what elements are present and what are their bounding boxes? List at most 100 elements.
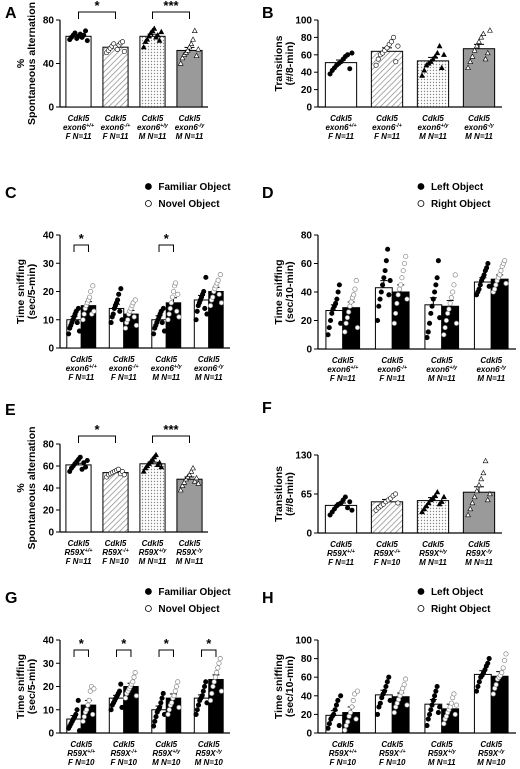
y-tick-label: 20 (43, 506, 55, 517)
data-point (168, 300, 174, 306)
tick-label-genotype: exon6 (194, 364, 218, 373)
significance-label: * (164, 636, 170, 651)
data-point (482, 457, 489, 464)
significance-bracket (73, 649, 89, 657)
panel-H: H 0 20 40 60 80 100 Time sniffing(sec/10-min) Cd… (262, 587, 516, 767)
data-point (473, 487, 480, 494)
y-tick-label: 40 (301, 68, 313, 79)
data-point (465, 511, 471, 518)
data-point (403, 253, 409, 259)
tick-label-superscript: +/y (441, 123, 450, 129)
data-point (173, 683, 180, 690)
tick-label-line1: Cdkl5 (113, 740, 135, 749)
tick-label-genotype: exon6 (151, 364, 175, 373)
data-point (156, 37, 163, 43)
data-point (383, 683, 389, 690)
data-point (333, 300, 339, 306)
data-point (451, 282, 457, 288)
panel-letter: D (262, 185, 274, 202)
tick-label-line3: F N=11 (68, 373, 94, 382)
data-point (497, 272, 503, 278)
tick-label-superscript: +/+ (87, 749, 96, 755)
tick-label-line3: M N=11 (477, 374, 505, 383)
data-point (452, 272, 458, 278)
data-point (188, 468, 195, 474)
data-point (381, 688, 388, 694)
data-point (125, 317, 131, 323)
data-point (72, 30, 78, 36)
tick-label-line3: M N=10 (477, 758, 506, 767)
data-point (424, 723, 430, 729)
data-point (391, 34, 397, 40)
data-point (170, 288, 177, 295)
data-point (91, 686, 97, 692)
significance-bracket (152, 11, 190, 19)
tick-label-line3: F N=10 (330, 758, 357, 767)
y-axis-label: Transitions(#/8-min) (273, 466, 296, 522)
tick-label-line3: M N=11 (465, 132, 493, 141)
tick-label-genotype: R59X (374, 549, 395, 558)
data-point (469, 53, 476, 59)
tick-label-genotype: R59X (379, 749, 400, 758)
legend-label: Familiar Object (158, 587, 231, 598)
data-point (108, 320, 114, 326)
tick-label-line2: exon6-/+ (101, 123, 131, 132)
data-point (203, 679, 209, 685)
y-axis-label-line: Time sniffing (273, 259, 285, 324)
data-point (133, 322, 139, 328)
y-tick-label: 80 (301, 654, 313, 665)
data-point (388, 39, 394, 45)
tick-label-line2: R59X-/y (196, 749, 223, 758)
tick-label-line1: Cdkl5 (468, 540, 490, 549)
tick-label-superscript: +/y (160, 123, 169, 129)
data-point (432, 693, 438, 699)
data-point (194, 707, 200, 713)
data-point (485, 260, 491, 267)
data-point (347, 66, 353, 72)
tick-label-line1: Cdkl5 (68, 539, 90, 548)
data-point (193, 52, 200, 58)
data-point (335, 289, 341, 295)
data-point (344, 315, 350, 321)
data-point (190, 464, 196, 471)
data-point (476, 481, 482, 488)
tick-label-genotype: exon6 (175, 123, 199, 132)
y-axis-label-line: % (15, 483, 27, 493)
data-point (401, 260, 408, 267)
data-point (194, 308, 200, 314)
legend-marker-open (417, 200, 425, 207)
panel-letter: A (5, 5, 17, 22)
tick-label-line3: F N=11 (374, 132, 400, 141)
data-point (503, 280, 509, 287)
tick-label-line1: Cdkl5 (198, 355, 220, 364)
legend-marker-filled (417, 588, 425, 595)
data-point (166, 707, 172, 713)
data-point (115, 297, 121, 303)
tick-label-line3: F N=11 (66, 132, 92, 141)
y-tick-label: 100 (295, 636, 312, 647)
data-point (325, 332, 331, 338)
tick-label-superscript: +/y (439, 549, 448, 555)
data-point (87, 294, 93, 300)
tick-label-line3: F N=11 (111, 373, 137, 382)
data-point (114, 46, 120, 52)
tick-label-genotype: exon6 (476, 365, 500, 374)
data-point (179, 54, 186, 61)
y-tick-label: 0 (306, 103, 312, 114)
data-point (160, 690, 166, 697)
bar (102, 46, 129, 108)
panel-letter: G (5, 590, 17, 607)
tick-label-line3: M N=10 (195, 758, 224, 767)
data-point (158, 28, 165, 35)
tick-label-line3: M N=11 (419, 558, 447, 567)
data-point (395, 500, 401, 506)
data-point (485, 660, 491, 666)
panel-letter: H (262, 590, 274, 607)
tick-label-superscript: +/+ (349, 123, 358, 129)
data-point (146, 33, 152, 39)
tick-label-superscript: -/y (500, 365, 507, 371)
data-point (115, 466, 121, 472)
tick-label-genotype: R59X (176, 548, 197, 557)
tick-label-line3: M N=10 (152, 758, 181, 767)
data-point (193, 711, 199, 717)
